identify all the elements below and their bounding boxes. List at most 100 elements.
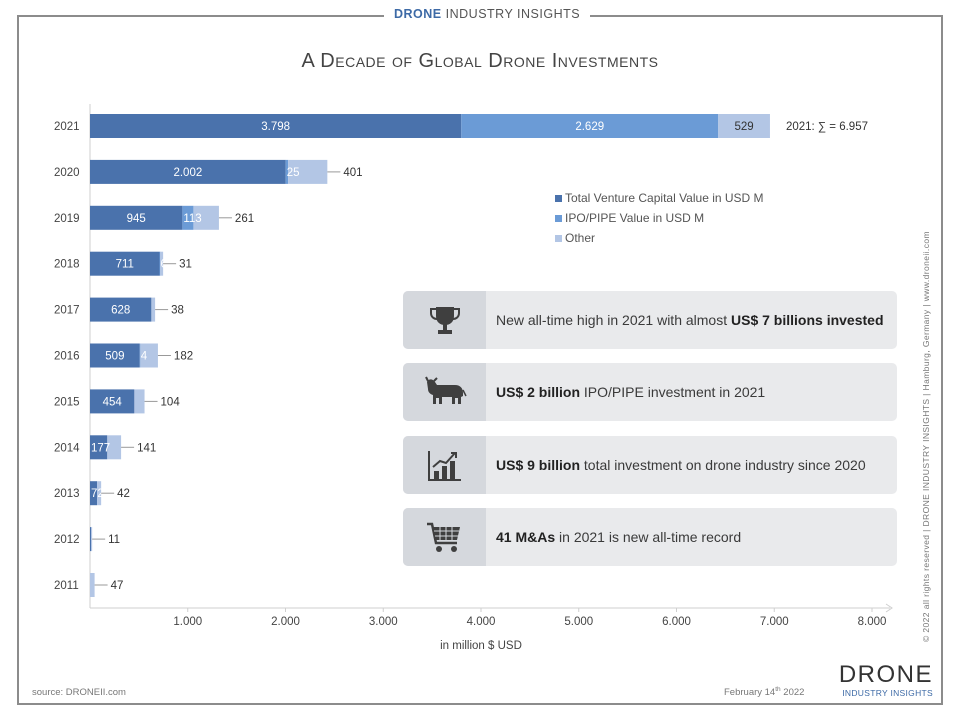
data-label: 711 (116, 259, 134, 271)
x-tick-label: 2.000 (271, 616, 300, 628)
date-suffix: th (775, 686, 781, 693)
logo-bottom: INDUSTRY INSIGHTS (842, 688, 933, 698)
legend-swatch-other (555, 234, 562, 242)
data-label: 401 (343, 167, 362, 179)
x-axis-arrow (885, 603, 893, 613)
data-label: 628 (111, 305, 130, 317)
data-label: 261 (235, 213, 254, 225)
legend-swatch-ipo (555, 214, 562, 222)
bar-segment (91, 527, 93, 552)
highlight-card-total: US$ 9 billion total investment on drone … (403, 436, 897, 494)
x-axis-title: in million $ USD (440, 640, 522, 652)
bar-segment (182, 205, 194, 230)
data-label: 42 (117, 488, 130, 500)
legend-item-other: Other (555, 228, 764, 248)
x-axis-title-wrap: in million $ USD (0, 640, 960, 652)
data-label: 6 (161, 259, 167, 271)
bar-segment (90, 114, 462, 138)
data-label: 2.002 (173, 167, 202, 179)
legend-swatch-vc (555, 194, 562, 202)
source-note: source: DRONEII.com (32, 687, 126, 698)
data-label: 47 (111, 580, 124, 592)
chart-title: A Decade of Global Drone Investments (301, 50, 659, 72)
data-label: 4 (141, 351, 148, 363)
logo: DRONE INDUSTRY INSIGHTS (838, 661, 933, 699)
card-text-bold: 41 M&As (496, 529, 556, 545)
data-label: 38 (171, 305, 184, 317)
legend-item-vc: Total Venture Capital Value in USD M (555, 188, 764, 208)
data-label: 3.798 (261, 121, 290, 133)
bull-icon (425, 376, 467, 404)
x-tick-label: 7.000 (760, 616, 789, 628)
legend-label-vc: Total Venture Capital Value in USD M (565, 191, 764, 205)
data-label: 2.629 (575, 121, 604, 133)
x-tick-label: 6.000 (662, 616, 691, 628)
bar-segment (151, 297, 156, 322)
date-main: February 14 (724, 687, 776, 699)
y-category-label: 2018 (54, 259, 80, 271)
x-tick-label: 3.000 (369, 616, 398, 628)
data-label: 104 (161, 396, 181, 408)
bar-segment (90, 527, 92, 552)
bar-segment (90, 435, 108, 460)
date-year: 2022 (780, 687, 805, 699)
bar-segment (288, 159, 328, 184)
bar-segment (90, 481, 98, 506)
y-category-label: 2015 (54, 396, 80, 408)
card-text-ma: 41 M&As in 2021 is new all-time record (496, 508, 889, 566)
data-label: 11 (108, 534, 120, 546)
data-label: 177 (91, 442, 110, 454)
header-label: DRONE INDUSTRY INSIGHTS (384, 7, 591, 21)
data-label: 529 (735, 121, 754, 133)
legend-label-other: Other (565, 231, 596, 245)
card-icon-box (403, 363, 486, 421)
x-tick-label: 8.000 (858, 616, 887, 628)
card-icon-box (403, 508, 486, 566)
legend-item-ipo: IPO/PIPE Value in USD M (555, 208, 764, 228)
publish-date: February 14th 2022 (724, 686, 804, 698)
trophy-icon (430, 307, 460, 334)
y-category-label: 2019 (54, 213, 80, 225)
logo-top: DRONE (838, 661, 933, 688)
bar-segment (107, 435, 122, 460)
y-category-label: 2017 (54, 305, 80, 317)
bar-segment (90, 251, 160, 276)
card-icon-box (403, 291, 486, 349)
copyright-text: © 2022 all rights reserved | DRONE INDUS… (921, 231, 931, 642)
legend-label-ipo: IPO/PIPE Value in USD M (565, 211, 705, 225)
copyright-vertical: © 2022 all rights reserved | DRONE INDUS… (921, 212, 935, 642)
card-text-bold: US$ 9 billion (496, 457, 581, 473)
bar-segment (285, 159, 289, 184)
y-category-label: 2016 (54, 351, 80, 363)
shopping-cart-icon (427, 522, 460, 552)
bar-segment (159, 251, 161, 276)
header-brand: DRONE (394, 7, 442, 21)
bar-segment (140, 343, 158, 368)
x-tick-label: 1.000 (173, 616, 202, 628)
bar-segment (90, 205, 183, 230)
bar-segment (97, 481, 102, 506)
card-text-post: IPO/PIPE investment in 2021 (580, 384, 766, 400)
bar-segment (160, 251, 164, 276)
bar-segment (193, 205, 219, 230)
bar-segment (718, 114, 770, 138)
data-label: 31 (179, 259, 192, 271)
bar-segment (90, 343, 140, 368)
y-category-label: 2021 (54, 121, 80, 133)
data-label: 72 (91, 488, 104, 500)
bar-segment (461, 114, 719, 138)
highlight-card-record: New all-time high in 2021 with almost US… (403, 291, 897, 349)
highlight-card-ipo: US$ 2 billion IPO/PIPE investment in 202… (403, 363, 897, 421)
data-label: 25 (287, 167, 300, 179)
y-category-label: 2013 (54, 488, 80, 500)
bar-segment (90, 389, 135, 414)
card-text-bold: US$ 2 billion (496, 384, 581, 400)
bar-segment (90, 159, 286, 184)
growth-chart-icon (428, 451, 461, 481)
data-label: 182 (174, 351, 193, 363)
y-category-label: 2012 (54, 534, 80, 546)
header-rest: INDUSTRY INSIGHTS (445, 7, 581, 21)
card-text-ipo: US$ 2 billion IPO/PIPE investment in 202… (496, 363, 889, 421)
card-text-post: in 2021 is new all-time record (555, 529, 742, 545)
